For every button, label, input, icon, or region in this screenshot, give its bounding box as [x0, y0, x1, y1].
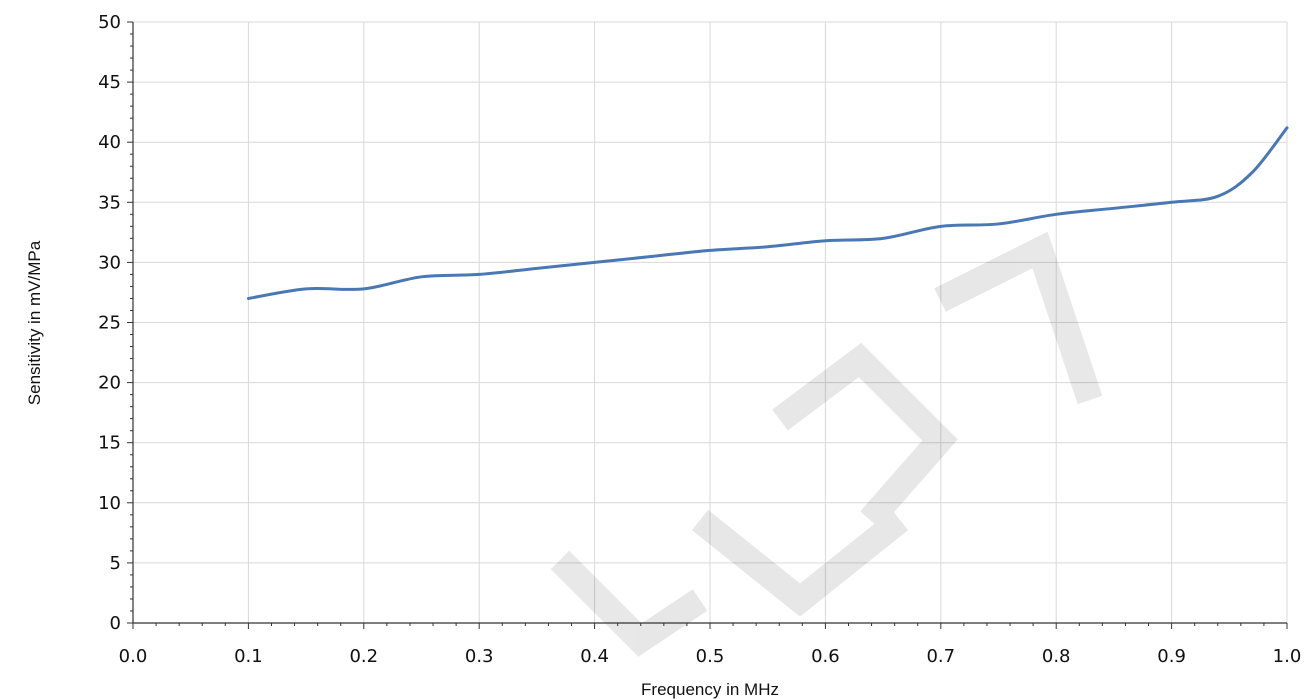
x-tick-label: 0.7 — [926, 646, 955, 667]
x-tick-label: 0.2 — [349, 646, 378, 667]
series-layer — [246, 126, 1289, 300]
y-tick-label: 45 — [98, 72, 121, 93]
y-tick-label: 35 — [98, 192, 121, 213]
x-tick-label: 0.1 — [234, 646, 263, 667]
y-tick-label: 0 — [110, 613, 121, 634]
x-tick-label: 0.6 — [811, 646, 840, 667]
x-axis-title: Frequency in MHz — [641, 680, 779, 699]
x-tick-label: 1.0 — [1273, 646, 1302, 667]
y-tick-label: 15 — [98, 433, 121, 454]
y-tick-label: 30 — [98, 252, 121, 273]
x-tick-label: 0.8 — [1042, 646, 1071, 667]
x-tick-label: 0.3 — [465, 646, 494, 667]
y-tick-label: 5 — [110, 553, 121, 574]
x-tick-labels: 0.0 0.1 0.2 0.3 0.4 0.5 0.6 0.7 0.8 0.9 1.0 — [119, 646, 1302, 667]
y-tick-labels: 0 5 10 15 20 25 30 35 40 45 50 — [98, 12, 121, 634]
x-tick-label: 0.9 — [1157, 646, 1186, 667]
y-axis-title: Sensitivity in mV/MPa — [25, 240, 44, 405]
y-tick-label: 25 — [98, 313, 121, 334]
y-tick-label: 40 — [98, 132, 121, 153]
x-tick-label: 0.5 — [696, 646, 725, 667]
grid-lines — [133, 21, 1288, 623]
y-tick-label: 50 — [98, 12, 121, 33]
x-tick-label: 0.0 — [119, 646, 148, 667]
y-tick-label: 20 — [98, 373, 121, 394]
tick-marks — [127, 21, 1288, 629]
x-tick-label: 0.4 — [580, 646, 609, 667]
watermark — [550, 231, 1103, 657]
y-tick-label: 10 — [98, 493, 121, 514]
sensitivity-series-line — [246, 126, 1289, 300]
